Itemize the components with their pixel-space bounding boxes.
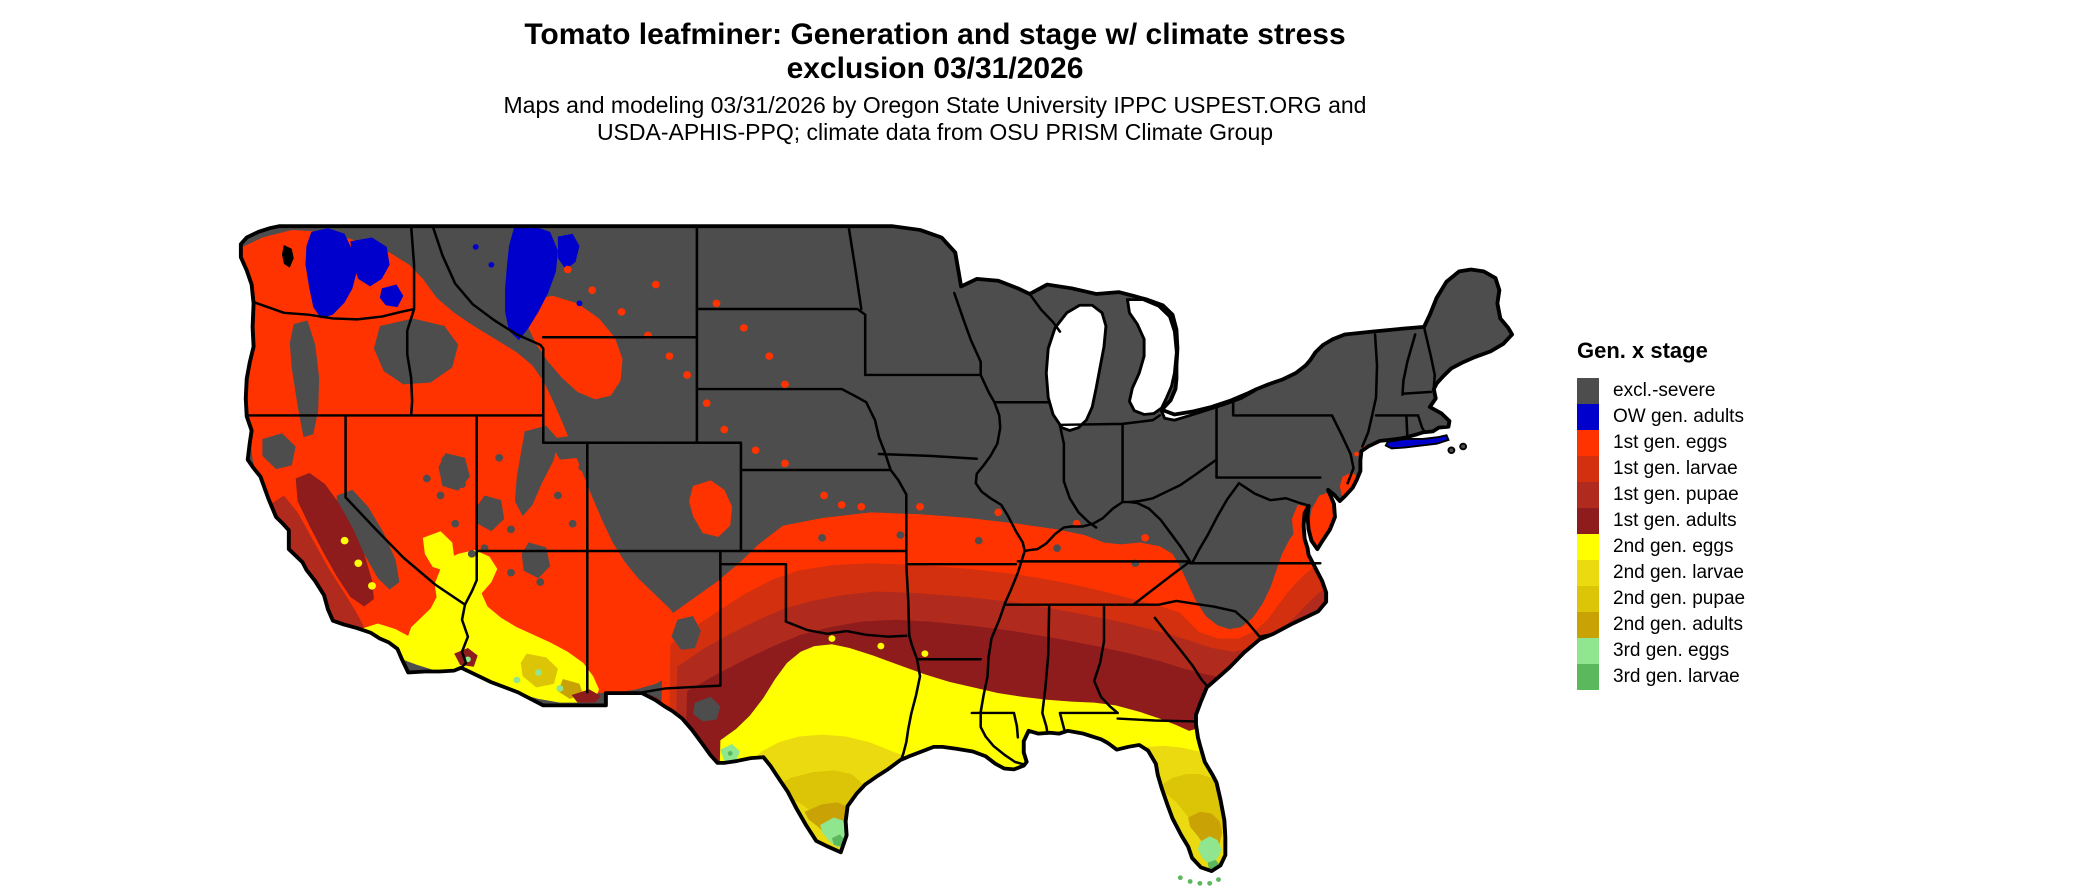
lake-michigan [1044,303,1108,432]
speckle-yellow-in-adults [828,635,929,657]
legend-item-g3_eggs: 3rd gen. eggs [1577,638,1745,664]
region-ca-central-valley-adults [295,472,374,607]
region-tx-gen3-larvae [831,834,845,847]
long-island-ow-adults [1384,434,1450,450]
region-socal-coast-gen2-eggs [360,623,459,675]
legend-swatch-g2_pupae [1577,586,1599,612]
texas-south-region [771,770,867,848]
island-marthas-vineyard [1447,446,1456,455]
legend-item-excl_severe: excl.-severe [1577,378,1745,404]
lake-huron [1125,298,1178,416]
legend-label-g2_eggs: 2nd gen. eggs [1613,536,1734,557]
legend-swatch-ow_adults [1577,404,1599,430]
figure-subtitle-line2: USDA-APHIS-PPQ; climate data from OSU PR… [596,119,1274,145]
map-legend: Gen. x stage excl.-severe OW gen. adults 1… [1577,338,1745,690]
region-az-border-gen1-adults [571,689,601,703]
legend-item-g3_larvae: 3rd gen. larvae [1577,664,1745,690]
figure-title-line2: exclusion 03/31/2026 [786,52,1084,85]
legend-item-g2_adults: 2nd gen. adults [1577,612,1745,638]
region-mojave-gen2-eggs [422,531,455,571]
legend-label-g2_larvae: 2nd gen. larvae [1613,562,1744,583]
legend-item-g1_eggs: 1st gen. eggs [1577,430,1745,456]
atlantic-islands [1177,434,1468,886]
legend-swatch-g1_pupae [1577,482,1599,508]
florida-keys-gen3-larvae [1177,875,1221,886]
figure-title-line1: Tomato leafminer: Generation and stage w… [524,18,1346,51]
legend-label-g1_larvae: 1st gen. larvae [1613,458,1738,479]
legend-label-excl_severe: excl.-severe [1613,380,1716,401]
legend-swatch-g1_eggs [1577,430,1599,456]
us-choropleth-map [238,224,1515,886]
region-ca-coast-range-pupae [272,495,365,637]
legend-rows: excl.-severe OW gen. adults 1st gen. eggs 1… [1577,378,1745,690]
legend-label-g2_pupae: 2nd gen. pupae [1613,588,1746,609]
legend-label-g3_larvae: 3rd gen. larvae [1613,666,1740,687]
legend-swatch-excl_severe [1577,378,1599,404]
region-big-bend-gen3-larvae [727,751,733,756]
legend-title: Gen. x stage [1577,338,1708,363]
speckle-gen3-eggs-desert [464,656,564,692]
california-region [272,472,376,637]
region-colorado-front-range-eggs [689,480,733,537]
island-nantucket [1459,442,1468,451]
southwest-desert-region [360,531,601,703]
legend-swatch-g2_eggs [1577,534,1599,560]
legend-swatch-g2_adults [1577,612,1599,638]
legend-swatch-g3_larvae [1577,664,1599,690]
legend-item-g1_adults: 1st gen. adults [1577,508,1745,534]
figure-title: Tomato leafminer: Generation and stage w… [0,18,1870,86]
legend-item-g1_pupae: 1st gen. pupae [1577,482,1745,508]
legend-label-g2_adults: 2nd gen. adults [1613,614,1743,635]
band-gen2-larvae [724,734,1236,872]
florida-south-region [1160,774,1225,872]
speckle-red-in-gray [563,265,1150,542]
legend-item-g2_eggs: 2nd gen. eggs [1577,534,1745,560]
speckle-yellow-foothills [340,536,376,590]
legend-label-g3_eggs: 3rd gen. eggs [1613,640,1730,661]
puget-sound [281,245,294,268]
mountain-gray-patches [262,318,721,722]
legend-label-g1_pupae: 1st gen. pupae [1613,484,1739,505]
region-fl-gen3-eggs [1197,836,1222,865]
legend-item-ow_adults: OW gen. adults [1577,404,1745,430]
region-west-montana-eggs [523,295,623,400]
legend-swatch-g2_larvae [1577,560,1599,586]
figure-subtitle: Maps and modeling 03/31/2026 by Oregon S… [0,92,1870,146]
legend-swatch-g1_adults [1577,508,1599,534]
legend-item-g2_larvae: 2nd gen. larvae [1577,560,1745,586]
legend-label-ow_adults: OW gen. adults [1613,406,1744,427]
figure-subtitle-line1: Maps and modeling 03/31/2026 by Oregon S… [503,92,1367,118]
legend-label-g1_eggs: 1st gen. eggs [1613,432,1728,453]
legend-swatch-g1_larvae [1577,456,1599,482]
us-outline [238,224,1515,873]
legend-item-g2_pupae: 2nd gen. pupae [1577,586,1745,612]
legend-swatch-g3_eggs [1577,638,1599,664]
state-borders [246,224,1437,766]
legend-label-g1_adults: 1st gen. adults [1613,510,1737,531]
region-ow-adults-blue [305,226,583,341]
legend-item-g1_larvae: 1st gen. larvae [1577,456,1745,482]
